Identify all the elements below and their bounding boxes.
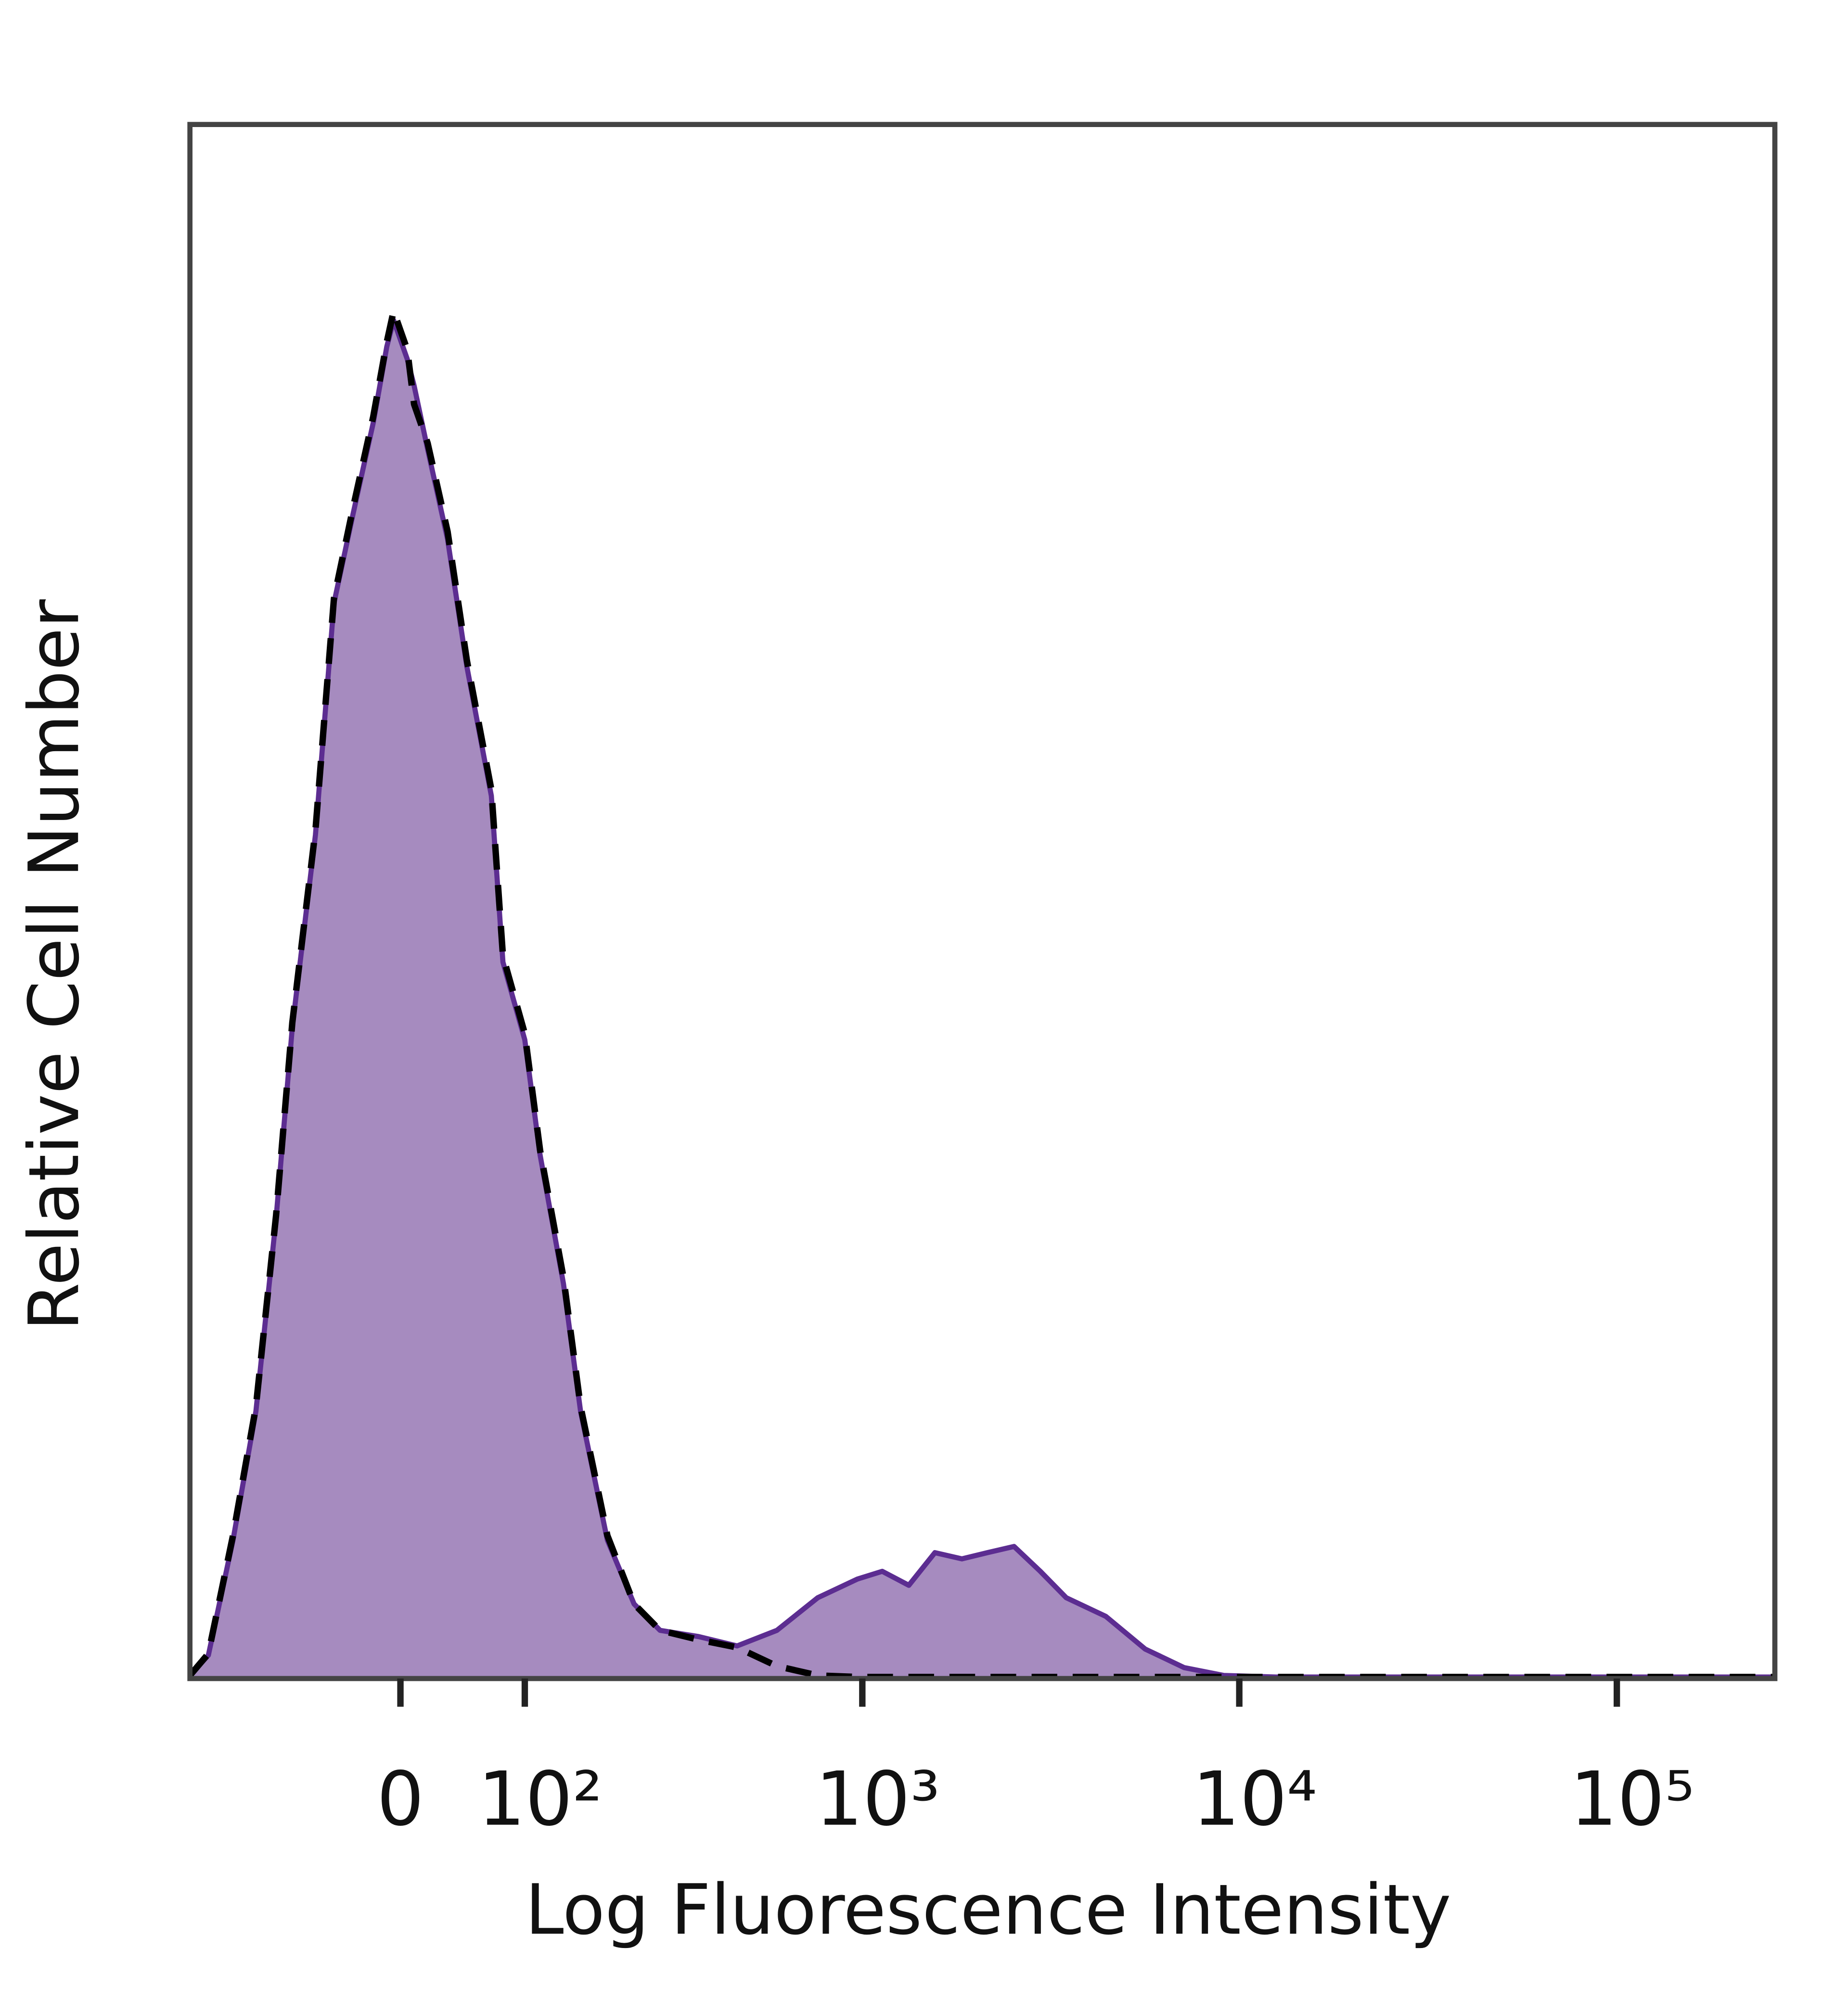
y-axis-label: Relative Cell Number [13,599,94,1331]
x-tick-label: 10⁴ [1193,1756,1317,1843]
x-tick-label: 10³ [815,1756,940,1843]
x-tick-label: 0 [377,1756,424,1843]
x-tick-label: 10⁵ [1570,1756,1694,1843]
histogram-area [190,320,1774,1679]
x-axis-label: Log Fluorescence Intensity [525,1869,1451,1950]
x-tick-label: 10² [478,1756,603,1843]
plot-frame [187,122,1778,1681]
